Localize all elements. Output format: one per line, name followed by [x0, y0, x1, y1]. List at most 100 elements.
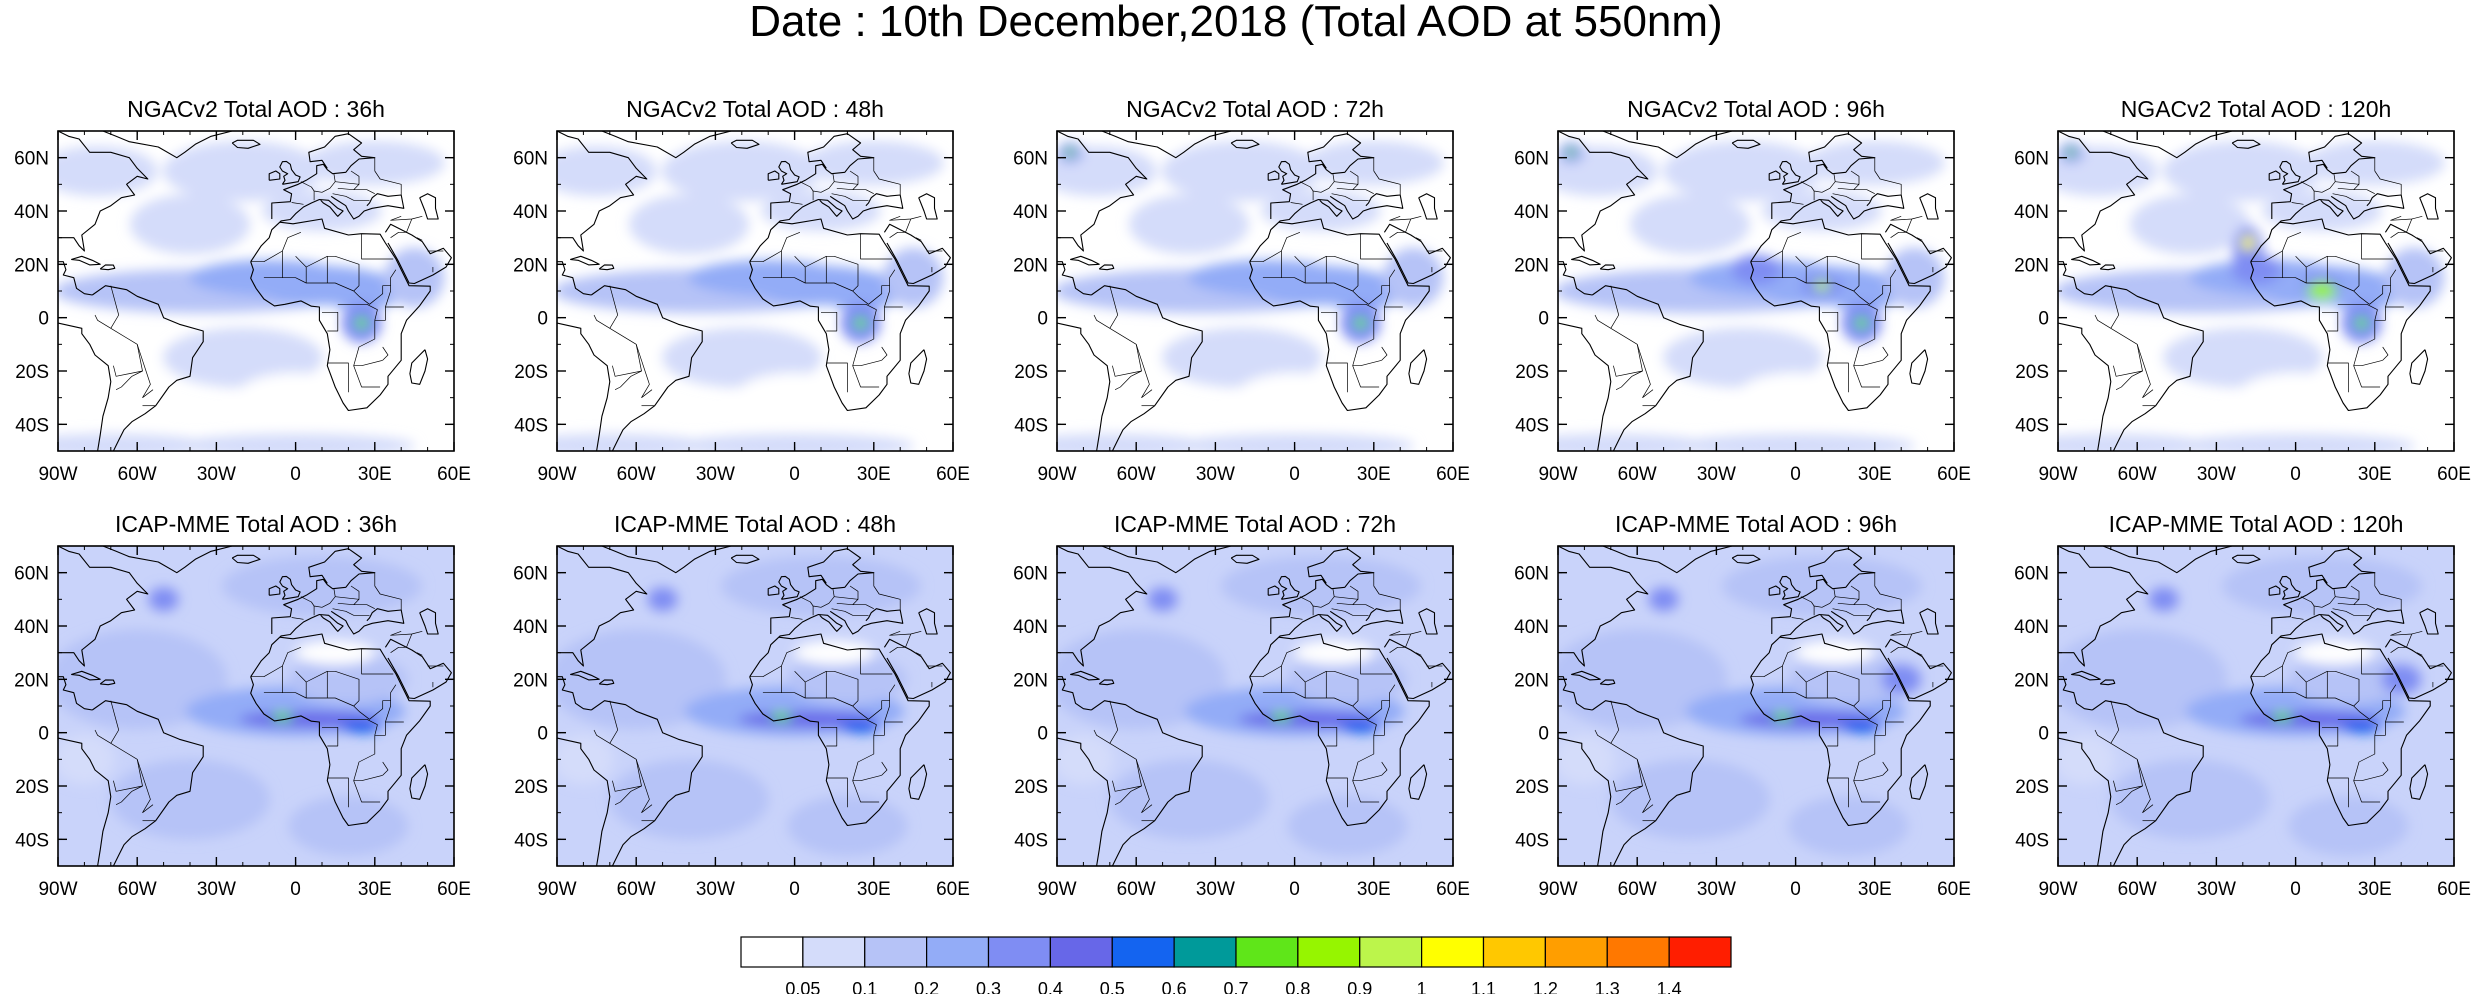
y-tick-label: 0	[1037, 309, 1048, 330]
x-tick-label: 30W	[2197, 464, 2236, 485]
map-panel: NGACv2 Total AOD : 72h 90W 60W 30W 0 30E 60E 60…	[1013, 96, 1470, 485]
x-tick-label: 60E	[2437, 879, 2471, 900]
colorbar-swatch	[1668, 936, 1732, 968]
y-tick-label: 20S	[2015, 777, 2049, 798]
y-tick-label: 60N	[1013, 149, 1048, 170]
x-tick-label: 30W	[1196, 464, 1235, 485]
x-tick-label: 30E	[857, 464, 891, 485]
panel-title: ICAP-MME Total AOD : 36h	[115, 511, 397, 537]
colorbar-label: 1.3	[1595, 979, 1620, 994]
map-panel: ICAP-MME Total AOD : 36h 90W 60W 30W 0 30E 60E…	[14, 511, 471, 900]
x-tick-label: 30W	[197, 464, 236, 485]
colorbar-label: 0.5	[1100, 979, 1125, 994]
y-tick-label: 20S	[514, 777, 548, 798]
colorbar-label: 0.2	[914, 979, 939, 994]
colorbar-label: 0.05	[785, 979, 820, 994]
x-tick-label: 30W	[1697, 464, 1736, 485]
panel-title: NGACv2 Total AOD : 72h	[1126, 96, 1384, 122]
map-panel: ICAP-MME Total AOD : 120h 90W 60W 30W 0 30E 60…	[2014, 511, 2471, 900]
colorbar-label: 0.8	[1285, 979, 1310, 994]
colorbar-label: 1	[1417, 979, 1427, 994]
colorbar-label: 1.4	[1657, 979, 1682, 994]
panel-title: ICAP-MME Total AOD : 120h	[2109, 511, 2404, 537]
x-tick-label: 60E	[1937, 879, 1971, 900]
x-tick-label: 60W	[2118, 879, 2157, 900]
x-tick-label: 0	[1289, 879, 1300, 900]
y-tick-label: 40N	[1514, 617, 1549, 638]
colorbar-label: 0.9	[1347, 979, 1372, 994]
panel-title: NGACv2 Total AOD : 36h	[127, 96, 385, 122]
x-tick-label: 90W	[1037, 464, 1076, 485]
panel-title: NGACv2 Total AOD : 120h	[2121, 96, 2392, 122]
colorbar-swatch	[740, 936, 804, 968]
x-tick-label: 30W	[696, 879, 735, 900]
map-panel: ICAP-MME Total AOD : 96h 90W 60W 30W 0 30E 60E…	[1514, 511, 1971, 900]
x-tick-label: 30W	[696, 464, 735, 485]
y-tick-label: 40N	[513, 202, 548, 223]
y-tick-label: 40S	[2015, 415, 2049, 436]
y-tick-label: 20N	[2014, 255, 2049, 276]
y-tick-label: 60N	[513, 149, 548, 170]
x-tick-label: 60W	[118, 464, 157, 485]
y-tick-label: 0	[38, 724, 49, 745]
y-tick-label: 40N	[1013, 617, 1048, 638]
map-panel: NGACv2 Total AOD : 120h 90W 60W 30W 0 30E 60E 6…	[2014, 96, 2471, 485]
colorbar-swatch	[1482, 936, 1546, 968]
colorbar-swatch	[1049, 936, 1113, 968]
y-tick-label: 40S	[15, 415, 49, 436]
y-tick-label: 0	[38, 309, 49, 330]
colorbar-swatch	[1111, 936, 1175, 968]
y-tick-label: 0	[1037, 724, 1048, 745]
x-tick-label: 0	[290, 879, 301, 900]
x-tick-label: 60W	[1117, 464, 1156, 485]
y-tick-label: 60N	[1514, 149, 1549, 170]
y-tick-label: 40N	[1013, 202, 1048, 223]
x-tick-label: 30E	[857, 879, 891, 900]
colorbar-swatch	[987, 936, 1051, 968]
panel-title: ICAP-MME Total AOD : 96h	[1615, 511, 1897, 537]
x-tick-label: 30E	[1858, 464, 1892, 485]
y-tick-label: 0	[1538, 724, 1549, 745]
panel-title: ICAP-MME Total AOD : 72h	[1114, 511, 1396, 537]
colorbar-label: 1.2	[1533, 979, 1558, 994]
y-tick-label: 20S	[1515, 777, 1549, 798]
x-tick-label: 60W	[1117, 879, 1156, 900]
x-tick-label: 60W	[2118, 464, 2157, 485]
x-tick-label: 60E	[1436, 464, 1470, 485]
colorbar-swatch	[1173, 936, 1237, 968]
y-tick-label: 20S	[1014, 362, 1048, 383]
y-tick-label: 40N	[2014, 617, 2049, 638]
colorbar-swatch	[1297, 936, 1361, 968]
x-tick-label: 30E	[2358, 879, 2392, 900]
colorbar-label: 0.7	[1223, 979, 1248, 994]
x-tick-label: 60E	[437, 879, 471, 900]
y-tick-label: 20S	[514, 362, 548, 383]
x-tick-label: 0	[2290, 879, 2301, 900]
y-tick-label: 20N	[1013, 255, 1048, 276]
y-tick-label: 20N	[1013, 670, 1048, 691]
y-tick-label: 60N	[14, 149, 49, 170]
colorbar-swatch	[926, 936, 990, 968]
x-tick-label: 0	[1790, 464, 1801, 485]
x-tick-label: 0	[789, 464, 800, 485]
x-tick-label: 60E	[2437, 464, 2471, 485]
x-tick-label: 90W	[1538, 879, 1577, 900]
y-tick-label: 0	[537, 309, 548, 330]
x-tick-label: 30W	[1697, 879, 1736, 900]
y-tick-label: 20N	[14, 255, 49, 276]
x-tick-label: 30E	[1357, 879, 1391, 900]
y-tick-label: 20N	[513, 255, 548, 276]
y-tick-label: 0	[1538, 309, 1549, 330]
x-tick-label: 90W	[1037, 879, 1076, 900]
y-tick-label: 20S	[15, 777, 49, 798]
x-tick-label: 60E	[936, 464, 970, 485]
y-tick-label: 60N	[2014, 149, 2049, 170]
x-tick-label: 0	[290, 464, 301, 485]
x-tick-label: 90W	[537, 879, 576, 900]
colorbar: 0.05 0.1 0.2 0.3 0.4 0.5 0.6 0.7 0.8 0.9 1 1.1 1.2 1.…	[740, 936, 1732, 994]
colorbar-swatch	[864, 936, 928, 968]
y-tick-label: 40S	[2015, 830, 2049, 851]
y-tick-label: 40S	[1014, 830, 1048, 851]
x-tick-label: 90W	[2038, 879, 2077, 900]
